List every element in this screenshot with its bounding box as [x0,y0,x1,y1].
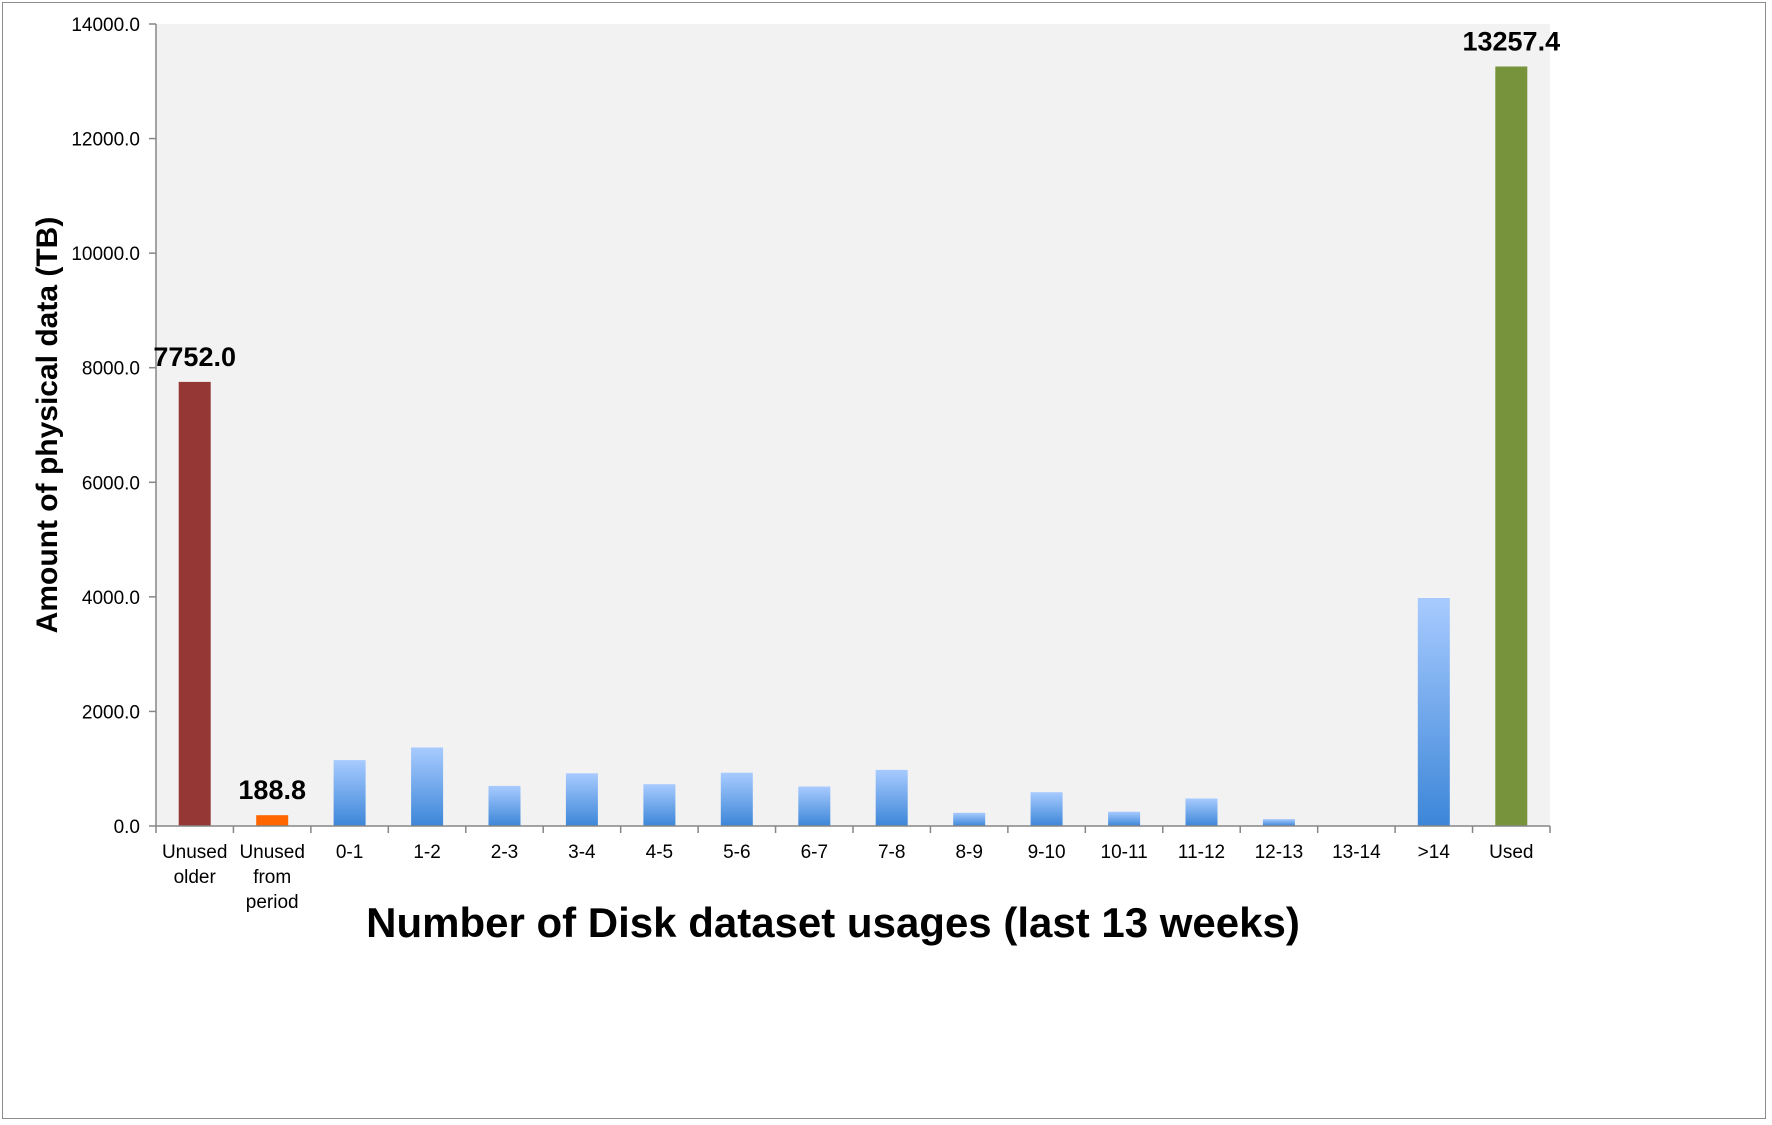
bar-3 [411,747,444,826]
y-tick-label: 2000.0 [82,702,140,723]
y-tick-label: 0.0 [114,817,140,838]
bar-10 [953,812,986,826]
x-tick-label: 7-8 [878,842,905,863]
bar-13 [1185,798,1218,826]
x-tick-label: 5-6 [723,842,750,863]
x-axis-title: Number of Disk dataset usages (last 13 w… [366,899,1300,946]
y-tick-label: 14000.0 [71,15,140,36]
y-tick-label: 6000.0 [82,473,140,494]
bar-9 [875,769,908,826]
bar-6 [643,784,676,826]
bar-11 [1030,792,1063,826]
x-tick-label: 3-4 [568,842,596,863]
x-tick-label: Unused from period [239,842,305,913]
bar-4 [488,785,521,826]
x-tick-label: 11-12 [1178,842,1225,863]
bar-12 [1108,811,1141,826]
x-tick-label: 12-13 [1255,842,1304,863]
x-tick-label: 10-11 [1101,842,1148,863]
x-tick-label: 6-7 [801,842,828,863]
y-tick-label: 4000.0 [82,588,140,609]
x-tick-label: >14 [1418,842,1451,863]
x-tick-label: 8-9 [955,842,982,863]
y-tick-label: 10000.0 [71,244,140,265]
bars [178,66,1528,826]
x-tick-label: 1-2 [413,842,440,863]
x-tick-label: 4-5 [646,842,673,863]
y-tick-label: 12000.0 [71,130,140,151]
data-label-17: 13257.4 [1462,27,1560,57]
data-label-0: 7752.0 [153,342,236,372]
x-tick-label: 0-1 [336,842,363,863]
x-tick-label: Used [1489,842,1533,863]
bar-14 [1262,819,1295,826]
plot-area [156,24,1550,826]
bar-5 [565,773,598,826]
bar-16 [1417,598,1450,826]
bar-1 [256,815,289,826]
x-tick-label: 9-10 [1028,842,1066,863]
x-tick-label: 2-3 [491,842,518,863]
bar-7 [720,772,753,826]
y-tick-label: 8000.0 [82,359,140,380]
bar-0 [178,381,211,826]
x-tick-label: 13-14 [1332,842,1381,863]
bar-8 [798,786,831,826]
y-axis-title: Amount of physical data (TB) [31,217,64,634]
labels: 7752.0 188.8 13257.4 0.0 2000.0 4000.0 6000.0 8… [71,15,1560,913]
bar-2 [333,760,366,826]
bar-17 [1495,66,1528,826]
x-tick-label: Unused older [162,842,228,888]
axes [149,23,1551,833]
data-label-1: 188.8 [238,775,306,805]
